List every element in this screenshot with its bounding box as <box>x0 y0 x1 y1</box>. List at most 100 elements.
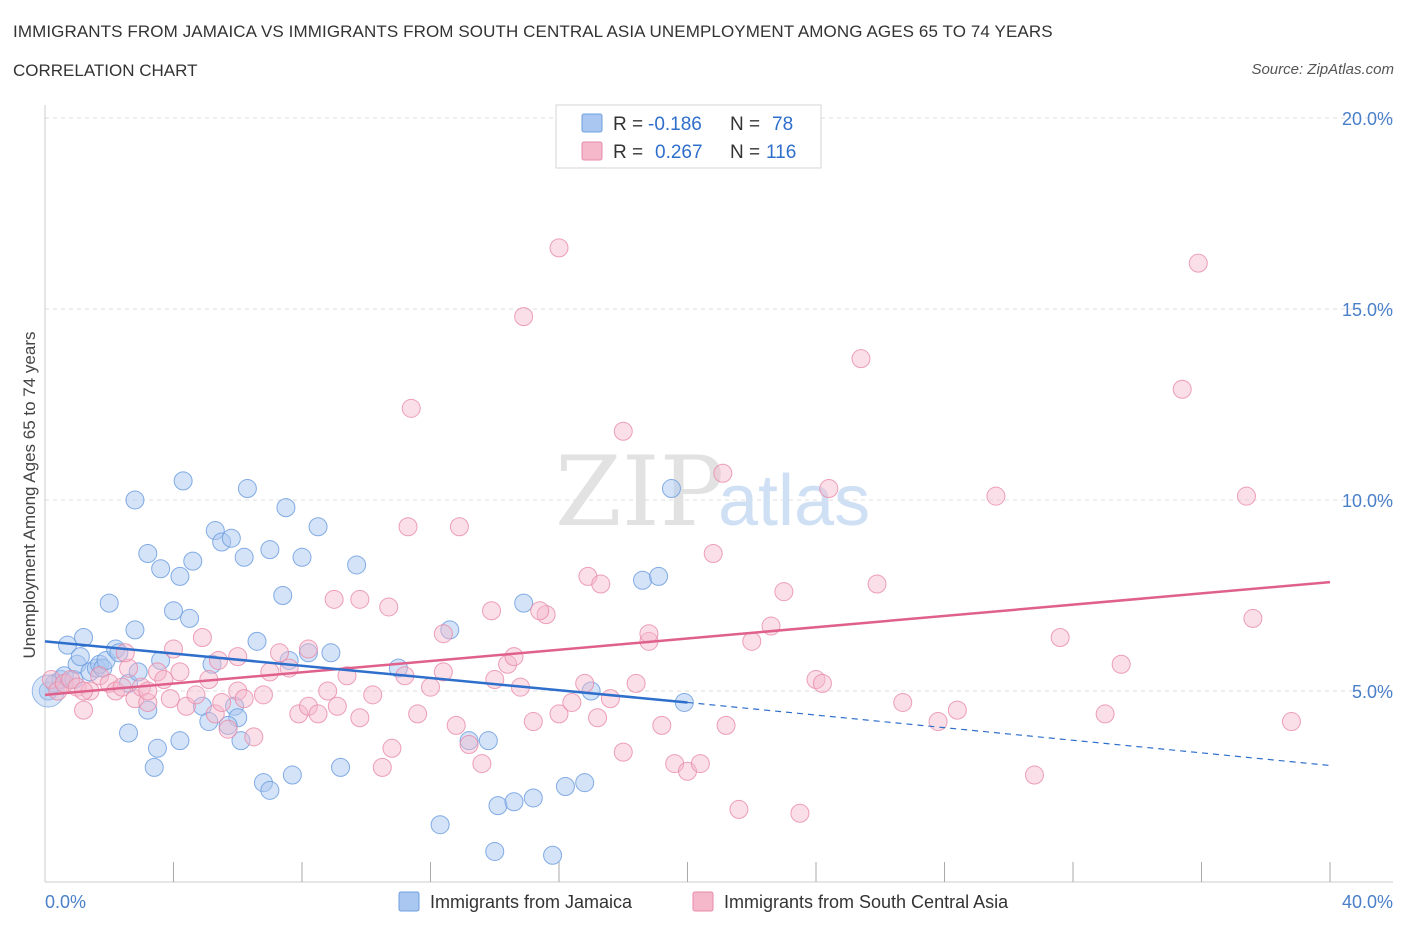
sca-point <box>363 685 383 705</box>
jamaica-point <box>321 643 341 663</box>
jamaica-point <box>151 559 171 579</box>
trend-line-jamaica <box>44 640 688 704</box>
sca-point <box>1281 712 1301 732</box>
legend-r-value-sca: 0.267 <box>655 142 703 163</box>
sca-point <box>401 398 421 418</box>
sca-point <box>379 597 399 617</box>
series-sca-points <box>41 238 1301 823</box>
sca-point <box>228 647 248 667</box>
sca-point <box>449 517 469 537</box>
jamaica-point <box>170 731 190 751</box>
sca-point <box>1095 704 1115 724</box>
jamaica-point <box>99 593 119 613</box>
jamaica-point <box>260 540 280 560</box>
jamaica-point <box>292 547 312 567</box>
sca-point <box>218 719 238 739</box>
sca-point <box>208 650 228 670</box>
watermark-zip: ZIP <box>555 436 724 548</box>
sca-point <box>318 681 338 701</box>
sca-point <box>228 681 248 701</box>
jamaica-point <box>331 757 351 777</box>
trend-lines <box>44 580 1331 767</box>
jamaica-point <box>514 593 534 613</box>
jamaica-point-cluster <box>31 674 65 708</box>
sca-point <box>350 708 370 728</box>
sca-point <box>205 704 225 724</box>
sca-point <box>530 601 550 621</box>
sca-point <box>119 658 139 678</box>
bottom-legend-label-sca: Immigrants from South Central Asia <box>724 892 1009 912</box>
series-legend: Immigrants from Jamaica Immigrants from … <box>398 891 1009 912</box>
legend-swatch-sca <box>581 141 603 161</box>
jamaica-point <box>138 543 158 563</box>
sca-point <box>115 643 135 663</box>
legend-r-label-jamaica: R = <box>613 114 643 135</box>
jamaica-point <box>180 608 200 628</box>
jamaica-point <box>581 681 601 701</box>
sca-point <box>41 670 61 690</box>
jamaica-point <box>523 788 543 808</box>
axes: 5.0% 10.0% 15.0% 20.0% 0.0% 40.0% <box>44 105 1393 912</box>
jamaica-point <box>633 570 653 590</box>
jamaica-point <box>119 723 139 743</box>
legend-n-label-jamaica: N = <box>730 114 760 135</box>
sca-point <box>138 692 158 712</box>
sca-point <box>591 574 611 594</box>
jamaica-point <box>504 792 524 812</box>
sca-point <box>575 673 595 693</box>
sca-point <box>192 628 212 648</box>
sca-point <box>1236 486 1256 506</box>
sca-point <box>482 601 502 621</box>
sca-point <box>947 700 967 720</box>
sca-point <box>742 631 762 651</box>
jamaica-point <box>125 490 145 510</box>
sca-point <box>986 486 1006 506</box>
sca-point <box>819 479 839 499</box>
x-tick-label: 40.0% <box>1342 892 1393 912</box>
sca-point <box>1172 379 1192 399</box>
jamaica-point <box>138 700 158 720</box>
jamaica-point <box>199 712 219 732</box>
sca-point <box>893 692 913 712</box>
sca-point <box>298 639 318 659</box>
jamaica-point <box>144 757 164 777</box>
jamaica-point <box>170 566 190 586</box>
sca-point <box>1024 765 1044 785</box>
sca-point <box>652 715 672 735</box>
jamaica-point <box>276 498 296 518</box>
chart-subtitle: CORRELATION CHART <box>13 61 198 80</box>
watermark-atlas: atlas <box>718 461 870 541</box>
sca-point <box>421 677 440 697</box>
y-tick-label: 15.0% <box>1342 300 1393 320</box>
sca-point <box>459 734 479 754</box>
sca-point <box>48 681 68 701</box>
jamaica-point <box>164 601 183 621</box>
sca-point <box>298 696 318 716</box>
sca-point <box>160 689 180 709</box>
sca-point <box>170 662 190 682</box>
jamaica-point <box>347 555 367 575</box>
sca-point <box>1188 253 1208 273</box>
jamaica-point <box>70 647 90 667</box>
sca-point <box>514 307 534 327</box>
sca-point <box>212 692 232 712</box>
bottom-legend-swatch-sca <box>692 891 714 912</box>
sca-point <box>327 696 347 716</box>
sca-point <box>382 738 402 758</box>
sca-point <box>613 742 633 762</box>
watermark: ZIP atlas <box>555 436 870 548</box>
sca-point <box>433 662 453 682</box>
trend-line-jamaica-extension <box>687 701 1331 767</box>
jamaica-point <box>231 731 251 751</box>
sca-point <box>289 704 309 724</box>
sca-point <box>74 700 94 720</box>
y-tick-label: 20.0% <box>1342 109 1393 129</box>
jamaica-point <box>247 631 267 651</box>
jamaica-point <box>273 586 293 605</box>
jamaica-point <box>478 731 498 751</box>
bottom-legend-swatch-jamaica <box>398 891 420 912</box>
sca-point <box>372 757 392 777</box>
sca-point <box>690 754 710 774</box>
sca-point <box>812 673 832 693</box>
